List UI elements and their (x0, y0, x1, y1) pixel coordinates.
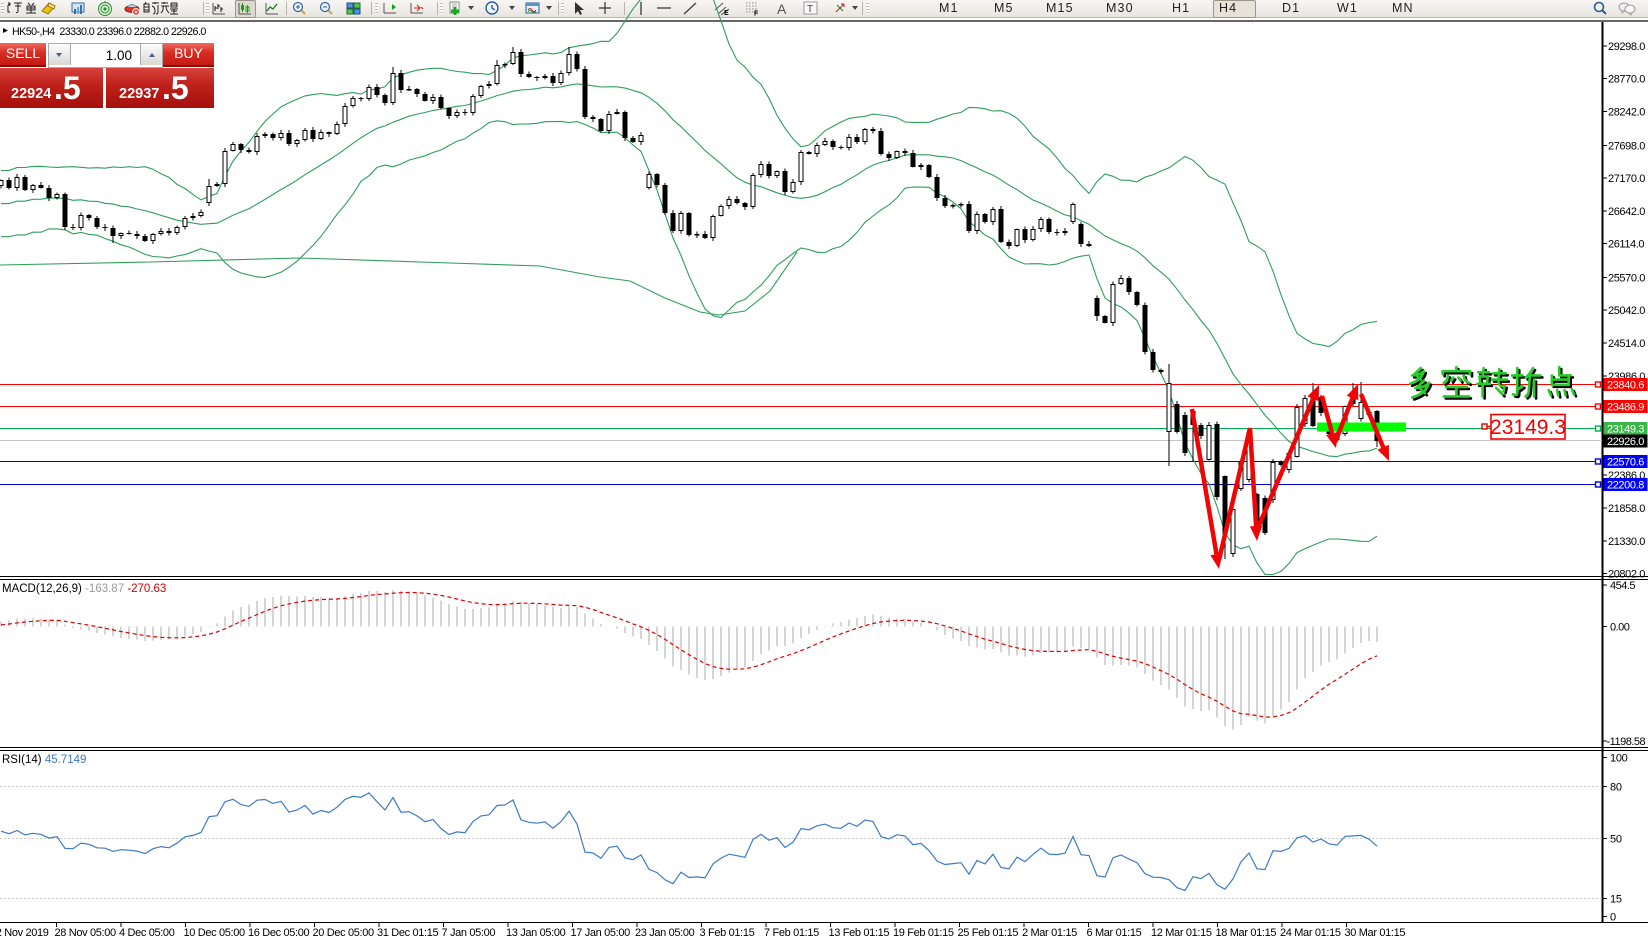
svg-text:4 Dec 05:00: 4 Dec 05:00 (119, 927, 175, 939)
svg-text:26642.0: 26642.0 (1608, 206, 1645, 218)
svg-text:24 Mar 01:15: 24 Mar 01:15 (1280, 927, 1341, 939)
svg-text:17 Jan 05:00: 17 Jan 05:00 (571, 927, 631, 939)
svg-text:25 Feb 01:15: 25 Feb 01:15 (958, 927, 1019, 939)
svg-text:22570.6: 22570.6 (1607, 457, 1644, 469)
svg-text:23149.3: 23149.3 (1490, 416, 1566, 439)
svg-text:21858.0: 21858.0 (1608, 503, 1645, 515)
svg-text:29298.0: 29298.0 (1608, 41, 1645, 53)
svg-text:80: 80 (1610, 782, 1622, 794)
svg-text:22926.0: 22926.0 (1607, 436, 1644, 448)
svg-text:RSI(14) 45.7149: RSI(14) 45.7149 (2, 754, 86, 766)
svg-text:28242.0: 28242.0 (1608, 107, 1645, 119)
svg-text:50: 50 (1610, 834, 1622, 846)
svg-text:F: F (754, 11, 759, 18)
svg-text:28770.0: 28770.0 (1608, 74, 1645, 86)
svg-text:0.00: 0.00 (1610, 621, 1630, 633)
svg-text:20802.0: 20802.0 (1608, 569, 1645, 581)
svg-text:15: 15 (1610, 894, 1622, 906)
svg-text:18 Mar 01:15: 18 Mar 01:15 (1216, 927, 1277, 939)
svg-text:2 Mar 01:15: 2 Mar 01:15 (1022, 927, 1077, 939)
svg-text:E: E (724, 10, 729, 17)
svg-text:23 Jan 05:00: 23 Jan 05:00 (635, 927, 695, 939)
svg-text:25042.0: 25042.0 (1608, 305, 1645, 317)
svg-text:T: T (807, 4, 813, 15)
svg-text:27698.0: 27698.0 (1608, 140, 1645, 152)
svg-text:6 Mar 01:15: 6 Mar 01:15 (1087, 927, 1142, 939)
svg-text:7 Jan 05:00: 7 Jan 05:00 (442, 927, 496, 939)
svg-text:-1198.58: -1198.58 (1607, 736, 1646, 748)
svg-text:19 Feb 01:15: 19 Feb 01:15 (893, 927, 954, 939)
svg-text:28 Nov 05:00: 28 Nov 05:00 (55, 927, 116, 939)
svg-text:HK50-,H4 23330.0 23396.0 2288: HK50-,H4 23330.0 23396.0 22882.0 22926.0 (12, 26, 206, 38)
svg-text:454.5: 454.5 (1610, 580, 1635, 592)
svg-text:3 Feb 01:15: 3 Feb 01:15 (700, 927, 755, 939)
svg-text:12 Mar 01:15: 12 Mar 01:15 (1151, 927, 1212, 939)
svg-text:10 Dec 05:00: 10 Dec 05:00 (184, 927, 245, 939)
svg-text:24514.0: 24514.0 (1608, 338, 1645, 350)
svg-text:7 Feb 01:15: 7 Feb 01:15 (764, 927, 819, 939)
svg-text:13 Jan 05:00: 13 Jan 05:00 (506, 927, 566, 939)
svg-text:27170.0: 27170.0 (1608, 173, 1645, 185)
svg-text:26114.0: 26114.0 (1608, 239, 1644, 251)
svg-text:31 Dec 01:15: 31 Dec 01:15 (377, 927, 438, 939)
svg-text:100: 100 (1610, 753, 1628, 765)
svg-text:0: 0 (1610, 912, 1616, 924)
svg-text:22200.8: 22200.8 (1607, 480, 1644, 492)
svg-text:22 Nov 2019: 22 Nov 2019 (0, 927, 49, 939)
svg-text:13 Feb 01:15: 13 Feb 01:15 (829, 927, 890, 939)
svg-text:MACD(12,26,9) -163.87 -270.63: MACD(12,26,9) -163.87 -270.63 (2, 583, 166, 595)
svg-text:23149.3: 23149.3 (1607, 424, 1644, 436)
svg-text:25570.0: 25570.0 (1608, 273, 1645, 285)
svg-text:30 Mar 01:15: 30 Mar 01:15 (1345, 927, 1406, 939)
svg-text:21330.0: 21330.0 (1608, 536, 1645, 548)
svg-text:20 Dec 05:00: 20 Dec 05:00 (313, 927, 374, 939)
svg-text:16 Dec 05:00: 16 Dec 05:00 (248, 927, 309, 939)
svg-text:23840.6: 23840.6 (1607, 380, 1644, 392)
svg-text:23486.9: 23486.9 (1607, 402, 1644, 414)
